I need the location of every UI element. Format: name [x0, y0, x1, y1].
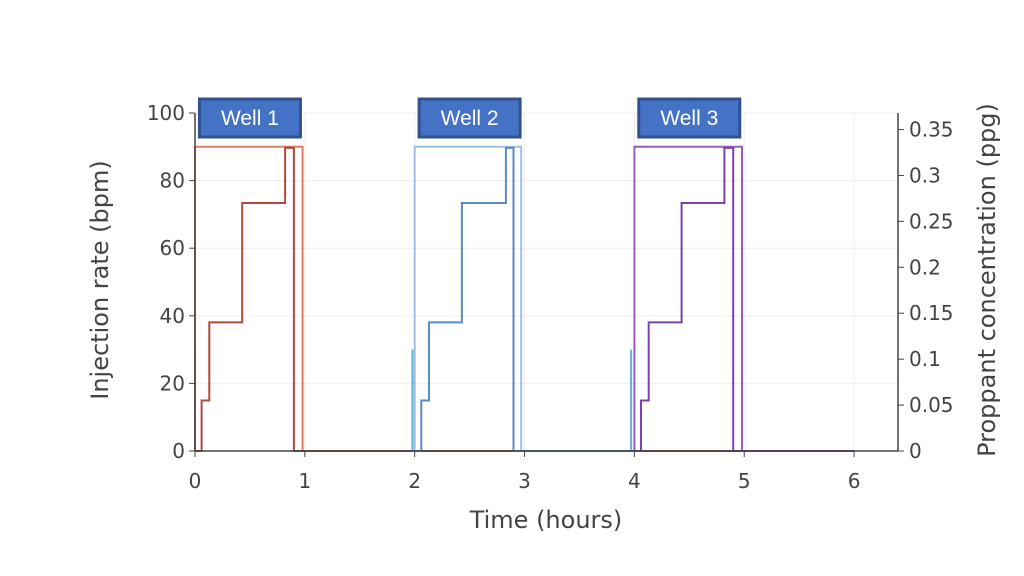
- y-right-tick-label: 0: [909, 439, 922, 463]
- y-left-tick-label: 100: [147, 101, 185, 125]
- y-right-tick-label: 0.3: [909, 163, 941, 187]
- y-left-tick-label: 60: [160, 236, 185, 260]
- series-line: [413, 145, 523, 451]
- well-annotation-label: Well 1: [221, 107, 279, 130]
- well-annotation-label: Well 2: [441, 107, 499, 130]
- x-tick-label: 0: [189, 469, 202, 493]
- x-tick-label: 4: [628, 469, 641, 493]
- y-right-tick-label: 0.1: [909, 347, 941, 371]
- y-right-tick-label: 0.25: [909, 209, 954, 233]
- well-annotation-label: Well 3: [660, 107, 718, 130]
- well-annotation-box: [637, 97, 742, 139]
- x-tick-label: 5: [738, 469, 751, 493]
- x-tick-label: 1: [298, 469, 311, 493]
- x-tick-label: 3: [518, 469, 531, 493]
- x-tick-label: 6: [848, 469, 861, 493]
- tick-labels: 0 1 2 3 4 5 602040608010000.050.10.150.20.250.…: [147, 101, 954, 493]
- well-annotation-box: [197, 97, 302, 139]
- y-left-tick-label: 40: [160, 304, 185, 328]
- y-right-tick-label: 0.05: [909, 393, 954, 417]
- well-annotation-box: [417, 97, 522, 139]
- x-axis-title: Time (hours): [469, 506, 623, 534]
- y-right-tick-label: 0.2: [909, 255, 941, 279]
- series-line: [195, 146, 855, 452]
- y-axis-title-right: Proppant concentration (ppg): [973, 103, 1001, 457]
- grid-lines: [194, 112, 898, 452]
- y-right-tick-label: 0.35: [909, 118, 954, 142]
- series-line: [634, 146, 855, 452]
- y-right-tick-label: 0.15: [909, 301, 954, 325]
- y-left-tick-label: 0: [172, 439, 185, 463]
- x-tick-label: 2: [408, 469, 421, 493]
- axes: [189, 112, 904, 457]
- y-left-tick-label: 80: [160, 169, 185, 193]
- y-axis-title-left: Injection rate (bpm): [86, 160, 114, 399]
- well-annotations: Well 1 Well 2 Well 3: [197, 97, 742, 139]
- y-left-tick-label: 20: [160, 371, 185, 395]
- series-line: [414, 146, 635, 452]
